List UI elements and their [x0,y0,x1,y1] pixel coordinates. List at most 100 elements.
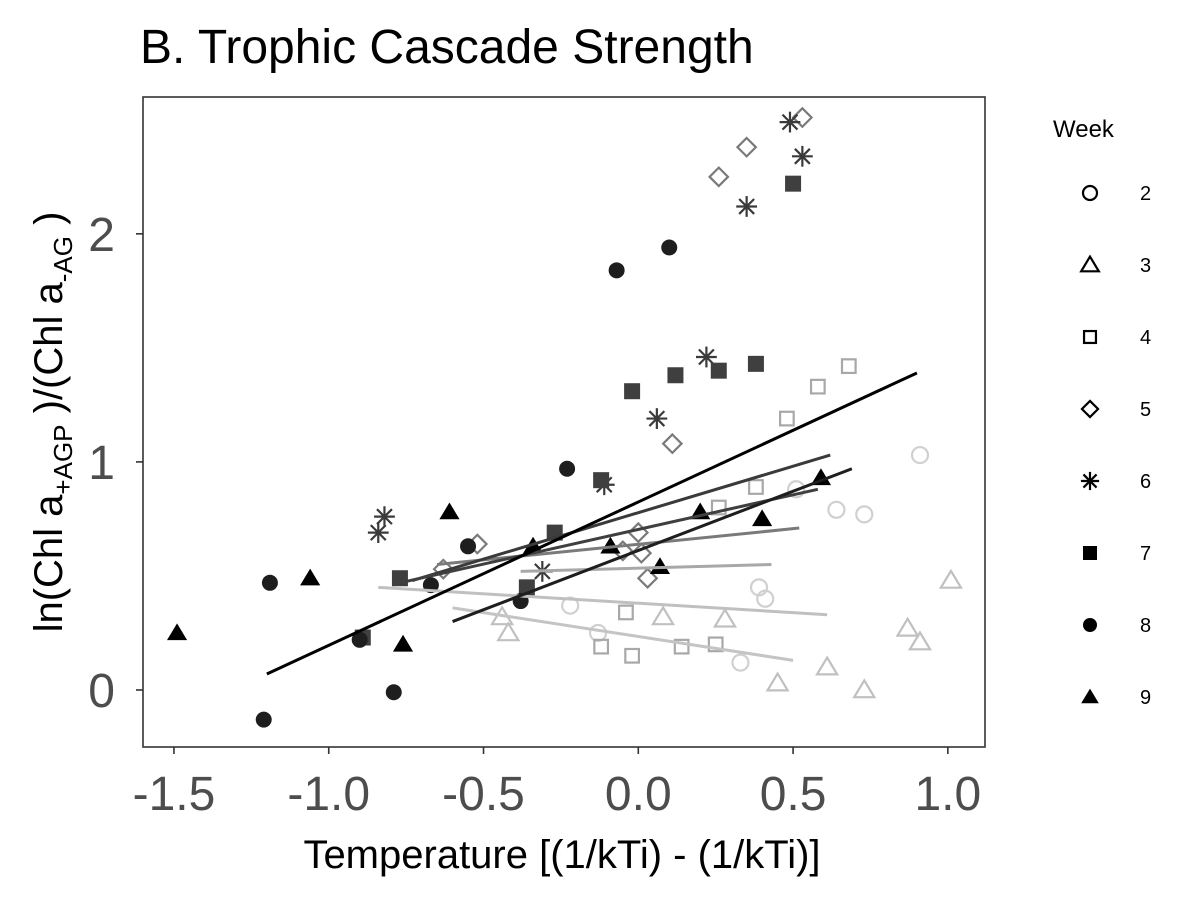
fit-line-week-5 [436,526,800,567]
data-point [907,630,933,651]
legend-label: 2 [1140,183,1151,205]
y-axis-title-sub2: -AG [48,236,78,282]
legend-item-week-7: 7 [1083,543,1151,565]
legend-item-week-2: 2 [1081,183,1151,205]
y-axis-title-part2: )/(Chl a [27,281,71,424]
data-point [351,631,368,648]
data-point [600,536,621,554]
legend: Week 2 3 4 5 6 7 8 9 [1053,116,1151,709]
fit-line-week-8 [452,467,853,623]
x-tick-label: -0.5 [442,768,525,821]
legend-label: 8 [1140,615,1151,637]
data-point [710,499,727,516]
data-point [673,638,690,655]
data-point [895,616,920,637]
data-point [778,410,795,427]
data-point [649,557,671,575]
legend-item-week-9: 9 [1081,687,1151,709]
legend-key [1080,471,1100,491]
data-point [261,574,278,591]
data-point [392,634,414,652]
data-point [667,367,684,384]
data-point [593,472,610,489]
data-point [432,558,455,580]
data-point [752,509,773,527]
legend-item-week-6: 6 [1080,471,1151,493]
data-point [809,378,826,395]
data-point [559,460,576,477]
data-point [765,671,790,692]
legend-item-week-3: 3 [1079,254,1151,277]
data-point [708,166,730,188]
x-tick-label: 1.0 [914,768,981,821]
series-week-6 [367,111,813,582]
y-axis-title-part1: ln(Chl a [27,494,71,633]
data-point [852,678,877,699]
legend-title: Week [1053,116,1115,143]
data-point [374,506,395,528]
data-point [593,638,610,655]
y-tick-label: 2 [88,209,115,262]
data-point [391,570,408,587]
y-axis: 0 1 2 [88,209,143,718]
fit-line-week-9 [266,371,918,676]
data-point [707,636,724,653]
fit-line-week-4 [520,563,772,573]
data-point [624,383,641,400]
data-point [712,607,737,628]
legend-item-week-5: 5 [1080,399,1151,421]
fit-line-week-2 [452,606,794,662]
data-point [710,362,727,379]
data-point [608,262,625,279]
legend-key [1079,254,1101,273]
y-axis-title: ln(Chl a+AGP )/(Chl a-AG ) [27,212,78,633]
data-point [787,480,806,499]
legend-key [1081,184,1099,202]
data-point [661,432,684,455]
chart-title: B. Trophic Cascade Strength [140,21,754,74]
x-tick-label: -1.0 [287,768,370,821]
data-point [810,468,832,486]
x-tick-label: 0.0 [605,768,672,821]
data-point [385,684,402,701]
y-tick-label: 1 [88,437,115,490]
data-point [255,711,272,728]
data-point [661,239,678,256]
x-axis: -1.5 -1.0 -0.5 0.0 0.5 1.0 [133,747,981,821]
data-point [460,538,477,555]
legend-label: 6 [1140,471,1151,493]
data-point [439,502,460,520]
data-point [747,355,764,372]
data-point [636,567,659,589]
legend-label: 4 [1140,327,1151,349]
data-point [735,136,758,158]
data-point [785,175,802,192]
data-point [840,358,857,375]
legend-item-week-8: 8 [1083,615,1151,637]
legend-label: 5 [1140,399,1151,421]
data-point [646,408,668,429]
data-point [855,505,874,524]
legend-item-week-4: 4 [1082,327,1151,349]
data-point [779,111,801,133]
legend-key [1083,618,1097,632]
y-axis-title-part3: ) [27,212,71,236]
legend-key [1080,399,1100,419]
series-week-4 [593,358,857,664]
legend-key [1081,688,1099,704]
legend-label: 3 [1140,255,1151,277]
legend-label: 7 [1140,543,1151,565]
data-point [166,623,188,641]
x-tick-label: -1.5 [133,768,216,821]
fit-line-week-6 [411,453,831,582]
data-point [695,346,717,368]
x-tick-label: 0.5 [760,768,827,821]
y-axis-title-sub1: +AGP [48,424,78,494]
data-point [756,589,775,608]
data-point [910,445,930,465]
data-point [624,647,641,664]
data-point [791,145,813,167]
legend-key [1083,546,1097,560]
data-point [367,522,389,544]
